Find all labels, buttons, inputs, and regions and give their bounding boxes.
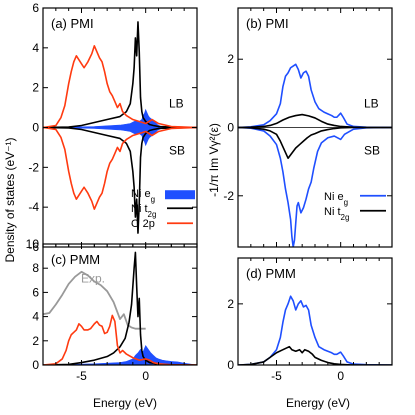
series-ni-t-2g-1-mirror xyxy=(43,126,197,234)
xlabel-left: Energy (eV) xyxy=(93,396,157,410)
xtick-label: 0 xyxy=(337,369,344,383)
ytick-label: 0 xyxy=(227,121,234,135)
panel-title: (d) PMM xyxy=(246,266,296,281)
ytick-label: 2 xyxy=(32,81,39,95)
series-ni-e-g-0 xyxy=(238,63,392,129)
panel-d: -5 0 0 2 (d) PMM xyxy=(227,257,393,383)
plot-area-b xyxy=(238,63,392,247)
plot-area-d xyxy=(238,295,392,365)
series-ni-e-g-1 xyxy=(238,126,392,247)
series-ni-t-2g-2 xyxy=(43,251,197,365)
legend-swatch xyxy=(165,190,195,200)
ytick-label: 2 xyxy=(227,297,234,311)
legend-label: Ni eg xyxy=(324,191,348,207)
annotation-exp: Exp. xyxy=(81,272,105,286)
ytick-label: 4 xyxy=(32,310,39,324)
series-o-2p-3 xyxy=(43,314,197,365)
ytick-label: 8 xyxy=(32,261,39,275)
panel-title: (a) PMI xyxy=(51,16,94,31)
ytick-label: 6 xyxy=(32,1,39,15)
panel-title: (c) PMM xyxy=(51,252,100,267)
ytick-label: 4 xyxy=(32,41,39,55)
series-ni-t-2g-1 xyxy=(43,21,197,129)
ytick-label: -4 xyxy=(28,200,39,214)
ytick-label: 10 xyxy=(26,237,40,251)
left-ylabel: Density of states (eV⁻¹) xyxy=(3,137,17,262)
xlabel-right: Energy (eV) xyxy=(286,396,350,410)
annotation-lb: LB xyxy=(169,97,184,111)
legend-label: Ni t2g xyxy=(131,203,156,219)
panel-c: -5 0 0 2 4 6 8 10 (c) PMM Exp. xyxy=(26,237,198,383)
panel-title: (b) PMI xyxy=(246,16,289,31)
series-ni-t-2g-1 xyxy=(238,345,392,365)
ytick-label: 0 xyxy=(32,121,39,135)
ytick-label: -6 xyxy=(28,240,39,254)
ytick-label: -2 xyxy=(223,189,234,203)
ytick-label: -2 xyxy=(28,160,39,174)
series-ni-e-g-0 xyxy=(43,108,197,128)
xtick-label: -5 xyxy=(271,369,282,383)
annotation-sb: SB xyxy=(169,144,185,158)
ytick-label: 2 xyxy=(32,334,39,348)
ytick-label: 6 xyxy=(32,285,39,299)
legend-label: Ni t2g xyxy=(324,206,349,222)
series-ni-t-2g-2 xyxy=(238,113,392,129)
annotation-sb: SB xyxy=(364,144,380,158)
series-exp--0 xyxy=(43,270,146,330)
plot-area-a xyxy=(43,21,197,234)
series-ni-e-g-0-mirror xyxy=(43,127,197,147)
series-ni-e-g-1 xyxy=(43,345,197,365)
ytick-label: 0 xyxy=(32,358,39,372)
xtick-label: 0 xyxy=(142,369,149,383)
ytick-label: 2 xyxy=(227,52,234,66)
legend-label: O 2p xyxy=(131,218,155,230)
xtick-label: -5 xyxy=(76,369,87,383)
ytick-label: 0 xyxy=(227,358,234,372)
series-o-2p-2-mirror xyxy=(43,126,197,210)
right-ylabel: -1/π Im Vγ²(ε) xyxy=(207,123,221,197)
legend-label: Ni eg xyxy=(131,188,155,204)
plot-area-c xyxy=(43,251,197,365)
annotation-lb: LB xyxy=(364,97,379,111)
series-o-2p-2 xyxy=(43,45,197,129)
series-ni-e-g-0 xyxy=(238,295,392,365)
series-ni-t-2g-3 xyxy=(238,126,392,160)
